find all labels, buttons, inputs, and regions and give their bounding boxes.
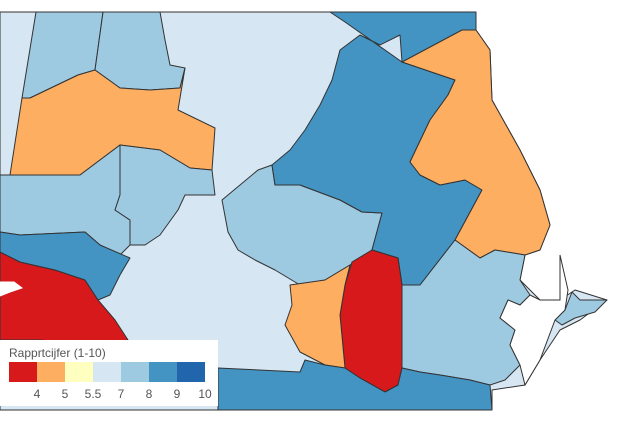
legend-swatch	[65, 362, 93, 382]
coastline-notch	[0, 281, 24, 297]
region-south-blue[interactable]	[217, 359, 493, 411]
legend-swatch	[93, 362, 121, 382]
legend-title: Rapprtcijfer (1-10)	[9, 346, 106, 360]
legend: Rapprtcijfer (1-10) 4 5 5.5 7 8 9 10	[0, 340, 218, 406]
legend-swatch	[37, 362, 65, 382]
legend-tick-label: 8	[145, 387, 153, 401]
region-center-left[interactable]	[114, 144, 216, 246]
legend-swatch	[121, 362, 149, 382]
legend-tick-label: 4	[33, 387, 41, 401]
coastline-bay	[499, 254, 569, 387]
legend-swatch	[149, 362, 177, 382]
legend-tick-label: 9	[173, 387, 181, 401]
region-east-island[interactable]	[554, 291, 608, 326]
legend-tick-label: 10	[198, 387, 212, 401]
legend-swatch	[177, 362, 205, 382]
legend-tick-label: 5.5	[84, 387, 102, 401]
legend-tick-label: 5	[61, 387, 69, 401]
region-west-blue[interactable]	[0, 231, 131, 301]
legend-tick-label: 7	[117, 387, 125, 401]
legend-swatch	[9, 362, 37, 382]
